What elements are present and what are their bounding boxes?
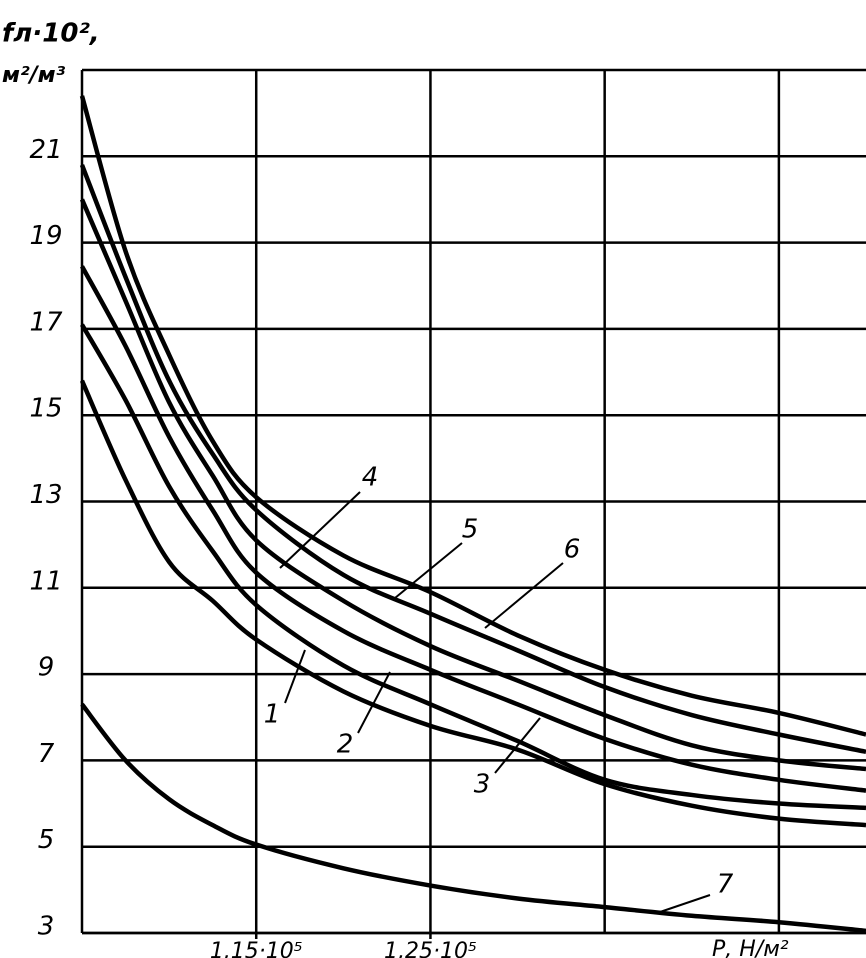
line-series bbox=[79, 379, 866, 828]
y-tick-label: 21 bbox=[29, 135, 62, 165]
y-tick-label: 7 bbox=[38, 739, 55, 769]
series-label: 6 bbox=[564, 535, 581, 565]
series-label: 4 bbox=[362, 463, 379, 493]
leader-line bbox=[484, 562, 564, 629]
line-series bbox=[80, 265, 866, 793]
x-tick-label: 1,25·10⁵ bbox=[384, 939, 477, 958]
y-tick-label: 19 bbox=[29, 221, 62, 251]
leader-line bbox=[279, 491, 361, 569]
y-tick-label: 13 bbox=[29, 480, 62, 510]
leader-line bbox=[494, 717, 541, 774]
x-axis-label: Р, Н/м² bbox=[712, 937, 789, 958]
y-tick-label: 15 bbox=[29, 394, 62, 424]
line-series bbox=[80, 323, 866, 811]
line-series bbox=[79, 164, 866, 754]
series-label: 1 bbox=[264, 700, 281, 730]
series-label: 7 bbox=[717, 870, 734, 900]
y-tick-label: 11 bbox=[29, 566, 62, 596]
y-axis-label: м²/м³ bbox=[2, 63, 66, 88]
y-axis-label: fл·10², bbox=[2, 19, 100, 49]
series-label: 5 bbox=[462, 515, 479, 545]
series-label: 2 bbox=[337, 730, 354, 760]
series-label: 3 bbox=[474, 770, 491, 800]
leader-line bbox=[284, 649, 306, 704]
line-series bbox=[79, 198, 866, 772]
y-tick-label: 5 bbox=[38, 825, 55, 855]
line-series bbox=[80, 702, 866, 934]
y-tick-label: 3 bbox=[38, 912, 55, 942]
leader-line bbox=[659, 894, 711, 913]
leader-line bbox=[357, 671, 391, 734]
line-series bbox=[79, 95, 866, 737]
leader-line bbox=[394, 542, 463, 599]
x-tick-label: 1,15·10⁵ bbox=[210, 939, 303, 958]
y-tick-label: 17 bbox=[29, 307, 63, 337]
y-tick-label: 9 bbox=[38, 653, 55, 683]
